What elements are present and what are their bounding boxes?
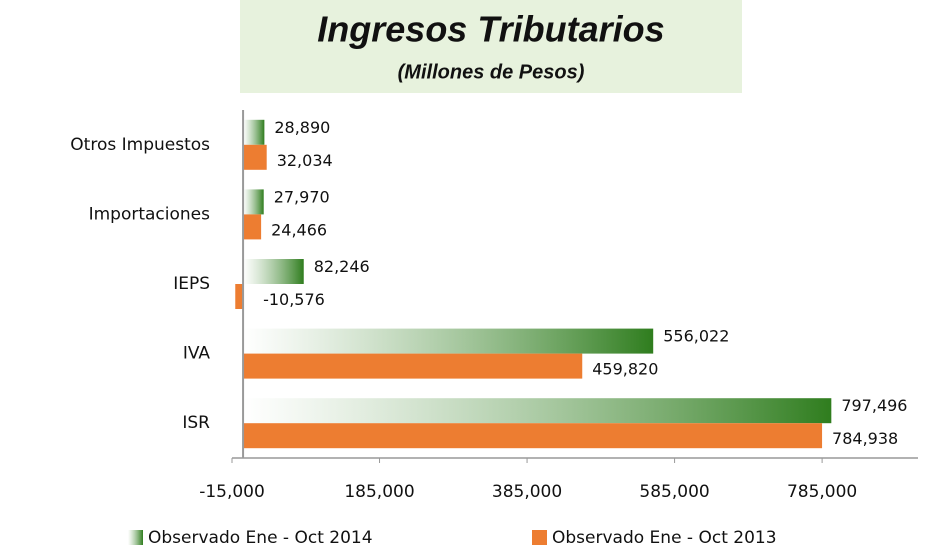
- title-box: [240, 0, 742, 93]
- bar: [243, 353, 583, 379]
- bar: [243, 423, 823, 449]
- y-tick-label: ISR: [182, 413, 210, 433]
- bar: [243, 214, 262, 240]
- data-label: 784,938: [832, 429, 898, 448]
- data-label: 32,034: [277, 151, 333, 170]
- x-tick-label: 785,000: [787, 482, 857, 502]
- data-label: 556,022: [663, 327, 729, 346]
- bar: [243, 119, 265, 145]
- chart-title: Ingresos Tributarios: [317, 9, 664, 50]
- x-tick-label: 585,000: [639, 482, 709, 502]
- bar: [243, 328, 654, 354]
- data-label: 459,820: [592, 360, 658, 379]
- y-tick-label: IEPS: [173, 274, 210, 294]
- legend-label: Observado Ene - Oct 2014: [148, 528, 373, 548]
- bar: [243, 259, 304, 284]
- data-label: 797,496: [841, 396, 907, 415]
- bar: [235, 284, 244, 309]
- bar: [243, 189, 264, 215]
- data-label: 82,246: [314, 257, 370, 276]
- y-tick-label: Otros Impuestos: [70, 135, 210, 155]
- data-label: 24,466: [271, 220, 327, 239]
- x-tick-label: -15,000: [199, 482, 265, 502]
- bar: [243, 144, 267, 170]
- x-tick-label: 385,000: [492, 482, 562, 502]
- legend-swatch: [532, 530, 547, 545]
- data-label: 27,970: [274, 187, 330, 206]
- chart-subtitle: (Millones de Pesos): [398, 61, 585, 83]
- x-tick-label: 185,000: [344, 482, 414, 502]
- y-tick-label: Importaciones: [89, 204, 211, 224]
- data-label: -10,576: [263, 290, 325, 309]
- data-label: 28,890: [274, 118, 330, 137]
- legend-label: Observado Ene - Oct 2013: [552, 528, 777, 548]
- bar: [243, 398, 832, 424]
- y-tick-label: IVA: [183, 344, 211, 364]
- legend-swatch: [128, 530, 143, 545]
